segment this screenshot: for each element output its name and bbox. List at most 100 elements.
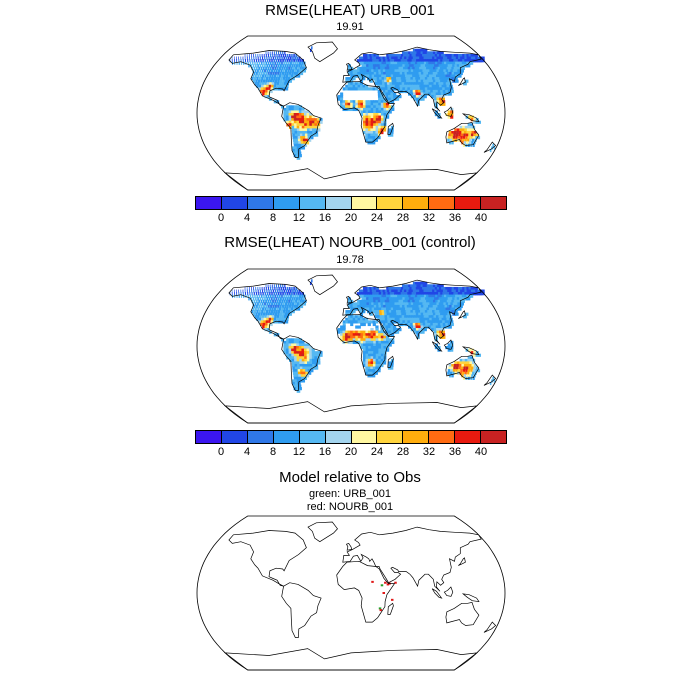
- grid-cell: [231, 292, 233, 296]
- grid-cell: [311, 358, 316, 362]
- grid-cell: [438, 82, 443, 86]
- grid-cell: [282, 284, 284, 288]
- grid-cell: [444, 87, 449, 91]
- grid-cell: [439, 294, 444, 298]
- grid-cell: [378, 100, 382, 104]
- grid-cell: [255, 59, 258, 63]
- grid-cell: [380, 56, 384, 60]
- grid-cell: [398, 312, 403, 316]
- grid-cell: [375, 69, 380, 73]
- grid-cell: [260, 292, 262, 296]
- grid-cell: [375, 125, 379, 129]
- grid-cell: [384, 312, 388, 316]
- grid-cell: [378, 333, 382, 337]
- grid-cell: [360, 340, 364, 345]
- grid-cell: [378, 302, 382, 306]
- grid-cell: [411, 286, 416, 291]
- grid-cell: [377, 66, 382, 70]
- grid-cell: [375, 115, 379, 119]
- grid-cell: [337, 95, 341, 99]
- grid-cell: [451, 304, 456, 309]
- grid-cell: [406, 64, 411, 68]
- grid-cell: [311, 118, 315, 122]
- grid-cell: [298, 118, 303, 122]
- grid-cell: [413, 304, 418, 309]
- grid-cell: [413, 82, 418, 86]
- grid-cell: [449, 320, 454, 324]
- grid-cell: [350, 317, 354, 321]
- grid-cell: [286, 79, 290, 83]
- grid-cell: [387, 71, 392, 76]
- grid-cell: [471, 128, 475, 132]
- grid-cell: [421, 84, 426, 88]
- grid-cell: [438, 95, 443, 99]
- grid-cell: [372, 128, 377, 132]
- grid-cell: [296, 358, 300, 362]
- grid-cell: [477, 369, 481, 373]
- grid-cell: [449, 71, 454, 76]
- grid-cell: [285, 317, 289, 321]
- grid-cell: [469, 138, 472, 142]
- grid-cell: [417, 320, 421, 324]
- grid-cell: [470, 351, 474, 355]
- grid-cell: [416, 333, 420, 337]
- grid-cell: [459, 302, 464, 306]
- grid-cell: [424, 302, 429, 306]
- grid-cell: [299, 292, 302, 296]
- grid-cell: [431, 59, 436, 63]
- grid-cell: [294, 294, 297, 298]
- grid-cell: [247, 294, 249, 298]
- grid-cell: [293, 338, 297, 342]
- grid-cell: [388, 307, 392, 311]
- grid-cell: [261, 84, 264, 88]
- coastline-sumatra: [431, 341, 443, 352]
- grid-cell: [441, 317, 446, 321]
- grid-cell: [273, 302, 276, 306]
- grid-cell: [370, 330, 374, 334]
- grid-cell: [430, 304, 435, 309]
- grid-cell: [283, 289, 286, 293]
- grid-cell: [362, 118, 367, 122]
- grid-cell: [292, 381, 296, 386]
- grid-cell: [429, 297, 434, 301]
- colorbar-swatch: [196, 431, 222, 443]
- grid-cell: [492, 143, 495, 147]
- grid-cell: [370, 335, 374, 339]
- grid-cell: [248, 286, 250, 291]
- grid-cell: [249, 61, 252, 65]
- grid-cell: [454, 297, 459, 301]
- grid-cell: [362, 361, 366, 365]
- grid-cell: [451, 299, 456, 303]
- grid-cell: [301, 107, 305, 112]
- grid-cell: [269, 74, 272, 78]
- grid-cell: [389, 56, 393, 60]
- grid-cell: [286, 105, 290, 109]
- grid-cell: [376, 79, 381, 83]
- grid-cell: [370, 340, 374, 345]
- grid-cell: [285, 299, 288, 303]
- grid-cell: [266, 307, 269, 311]
- grid-cell: [370, 123, 374, 127]
- grid-cell: [370, 371, 374, 375]
- coastline-nz: [483, 141, 497, 153]
- grid-cell: [454, 128, 457, 132]
- grid-cell: [370, 128, 374, 132]
- grid-cell: [296, 361, 301, 365]
- grid-cell: [379, 315, 383, 319]
- grid-cell: [449, 64, 455, 68]
- grid-cell: [291, 123, 295, 127]
- grid-cell: [438, 74, 443, 78]
- grid-cell: [398, 77, 402, 81]
- grid-cell: [365, 351, 369, 355]
- grid-cell: [252, 64, 255, 68]
- grid-cell: [359, 304, 363, 309]
- coastline-nz: [483, 621, 497, 633]
- grid-cell: [271, 315, 275, 319]
- grid-cell: [319, 353, 323, 357]
- grid-cell: [380, 333, 384, 337]
- grid-cell: [375, 343, 379, 347]
- grid-cell: [419, 87, 424, 91]
- grid-cell: [391, 315, 396, 319]
- grid-cell: [357, 102, 361, 106]
- grid-cell: [435, 312, 440, 316]
